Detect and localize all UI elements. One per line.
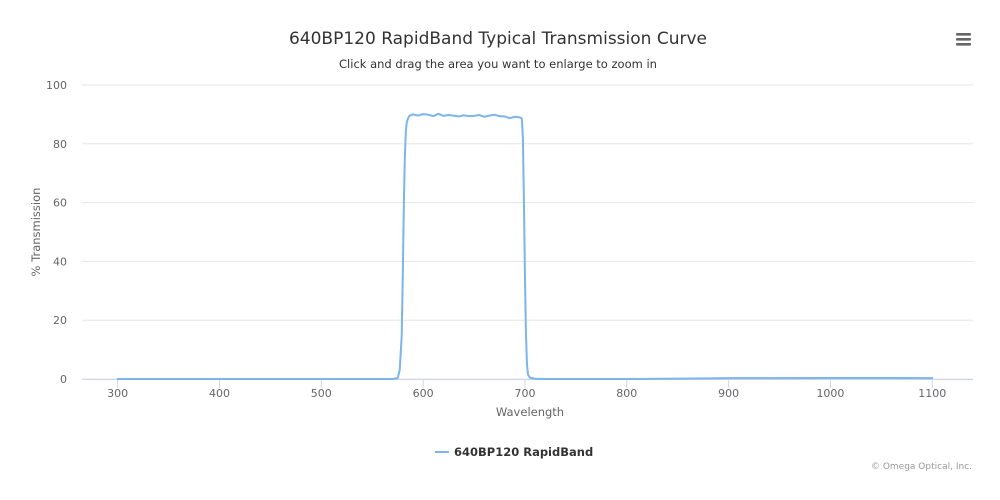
x-axis: 300 400 500 600 700 800 900 1000 1100 — [82, 379, 973, 400]
y-axis-label: % Transmission — [29, 188, 43, 277]
x-tick-label: 600 — [413, 387, 434, 400]
series-group — [116, 112, 934, 380]
y-tick-label: 100 — [46, 79, 67, 92]
x-tick-label: 1000 — [816, 387, 844, 400]
x-tick-label: 400 — [209, 387, 230, 400]
x-axis-label: Wavelength — [496, 405, 564, 419]
chart-subtitle: Click and drag the area you want to enla… — [339, 57, 657, 71]
legend[interactable]: 640BP120 RapidBand — [435, 445, 593, 459]
y-tick-label: 40 — [53, 255, 67, 268]
chart-title: 640BP120 RapidBand Typical Transmission … — [289, 29, 707, 49]
y-tick-label: 20 — [53, 314, 67, 327]
x-tick-label: 1100 — [918, 387, 946, 400]
legend-item-label: 640BP120 RapidBand — [454, 445, 593, 459]
grid-lines — [82, 84, 973, 380]
x-tick-label: 900 — [718, 387, 739, 400]
x-tick-label: 800 — [616, 387, 637, 400]
y-tick-label: 80 — [53, 138, 67, 151]
y-tick-label: 60 — [53, 197, 67, 210]
x-tick-label: 500 — [311, 387, 332, 400]
y-tick-label: 0 — [60, 373, 67, 386]
x-tick-label: 700 — [514, 387, 535, 400]
y-axis-ticks: 0 20 40 60 80 100 — [46, 79, 67, 386]
series-line-0[interactable] — [116, 112, 934, 380]
hamburger-menu-icon[interactable] — [952, 29, 974, 51]
x-tick-label: 300 — [107, 387, 128, 400]
credits[interactable]: © Omega Optical, Inc. — [871, 462, 972, 472]
